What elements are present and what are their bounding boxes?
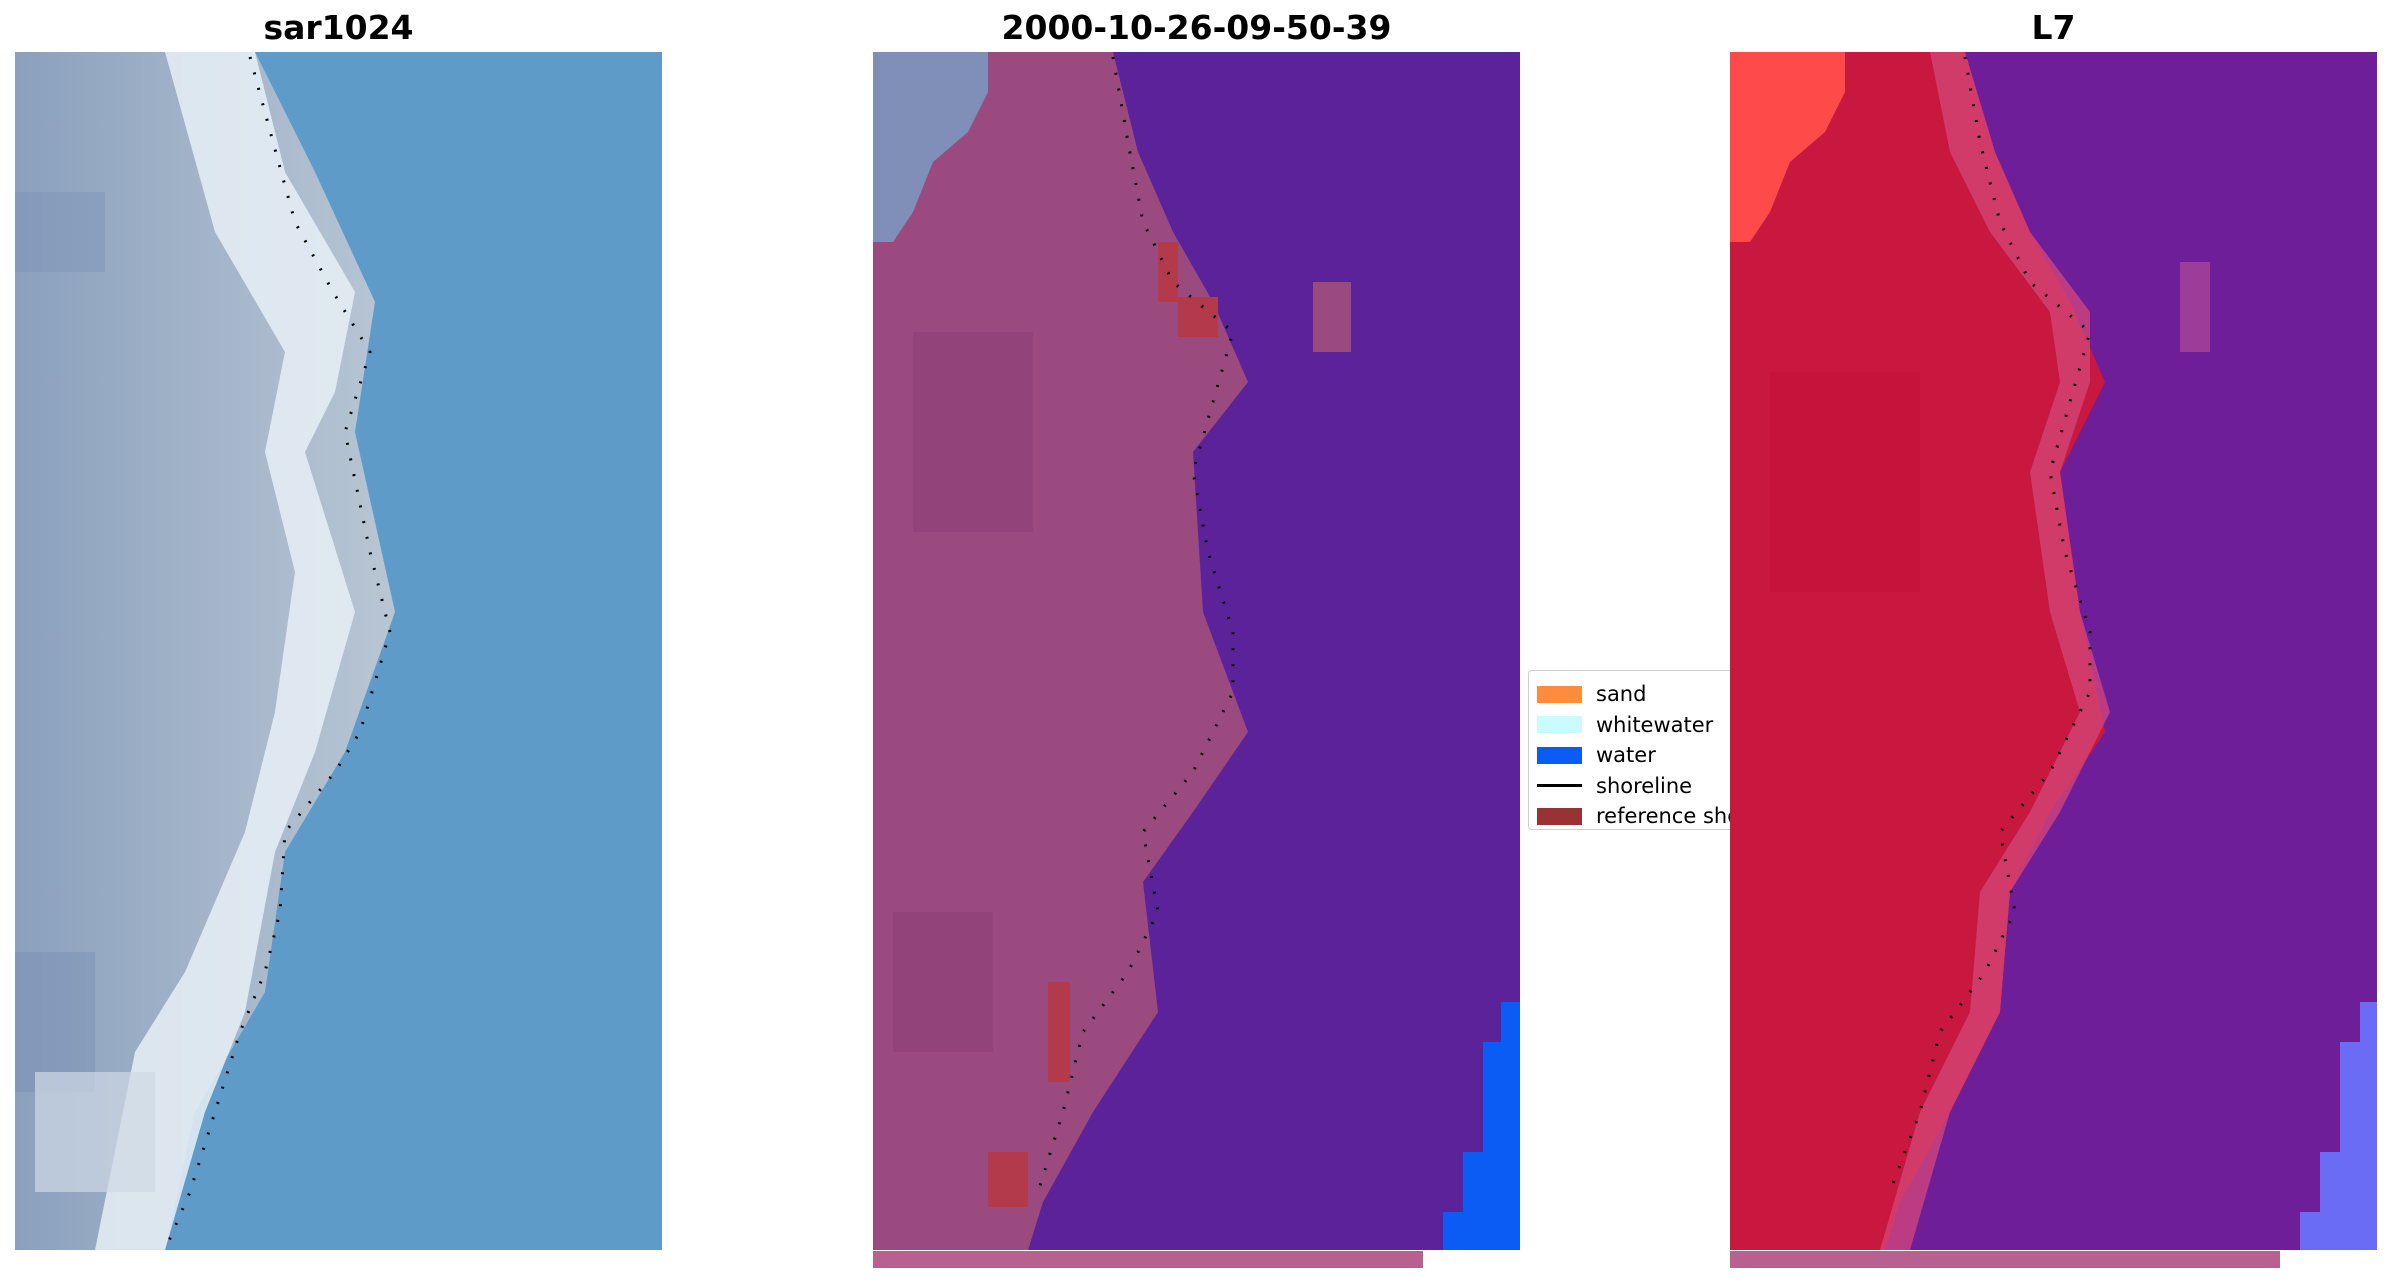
- legend-item-shoreline: shoreline: [1537, 771, 1747, 802]
- legend-item-water: water: [1537, 740, 1747, 771]
- classified-bottom-strip: [873, 1251, 1423, 1268]
- sar-shoreline: [163, 56, 392, 1250]
- sar-surf-zone: [95, 52, 355, 1250]
- sar-image-canvas: [15, 52, 662, 1250]
- l7-image-canvas: [1730, 52, 2377, 1250]
- panel-title-l7: L7: [2031, 8, 2076, 47]
- legend-label-sand: sand: [1596, 682, 1647, 707]
- legend-swatch-reference-shoreline: [1537, 807, 1582, 825]
- classified-bluish-corner: [873, 52, 988, 242]
- legend-item-sand: sand: [1537, 679, 1747, 710]
- classified-blue-strip: [1443, 1002, 1520, 1250]
- l7-transition-band: [1880, 52, 2110, 1250]
- legend-swatch-sand: [1537, 685, 1582, 703]
- panel-title-date: 2000-10-26-09-50-39: [1001, 8, 1392, 47]
- legend-item-reference-shoreline: reference shoreline: [1537, 801, 1748, 829]
- classified-shoreline: [1036, 56, 1235, 1193]
- legend-line-shoreline: [1537, 784, 1582, 788]
- reference-mark-1: [1158, 242, 1178, 302]
- legend: sand whitewater water shoreline referenc…: [1528, 670, 1748, 830]
- panel-title-sar: sar1024: [263, 8, 414, 47]
- l7-land-area: [1730, 52, 2105, 1250]
- legend-label-shoreline: shoreline: [1596, 773, 1693, 798]
- classified-image-canvas: [873, 52, 1520, 1250]
- legend-swatch-whitewater: [1537, 716, 1582, 734]
- legend-label-whitewater: whitewater: [1596, 712, 1714, 737]
- reference-mark-4: [988, 1152, 1028, 1207]
- legend-label-reference-shoreline: reference shoreline: [1596, 804, 1748, 829]
- legend-swatch-water: [1537, 746, 1582, 764]
- panel-sar-image: [15, 52, 662, 1250]
- l7-blue-strip: [2300, 1002, 2377, 1250]
- panel-classified-image: [873, 52, 1520, 1250]
- classified-land-speck: [1313, 282, 1351, 352]
- panel-l7-image: [1730, 52, 2377, 1250]
- l7-bottom-strip: [1730, 1251, 2280, 1268]
- legend-item-whitewater: whitewater: [1537, 710, 1747, 741]
- l7-bright-corner: [1730, 52, 1845, 242]
- reference-mark-3: [1048, 982, 1070, 1082]
- reference-mark-2: [1178, 297, 1218, 337]
- legend-label-water: water: [1596, 743, 1656, 768]
- l7-shoreline: [1888, 56, 2092, 1193]
